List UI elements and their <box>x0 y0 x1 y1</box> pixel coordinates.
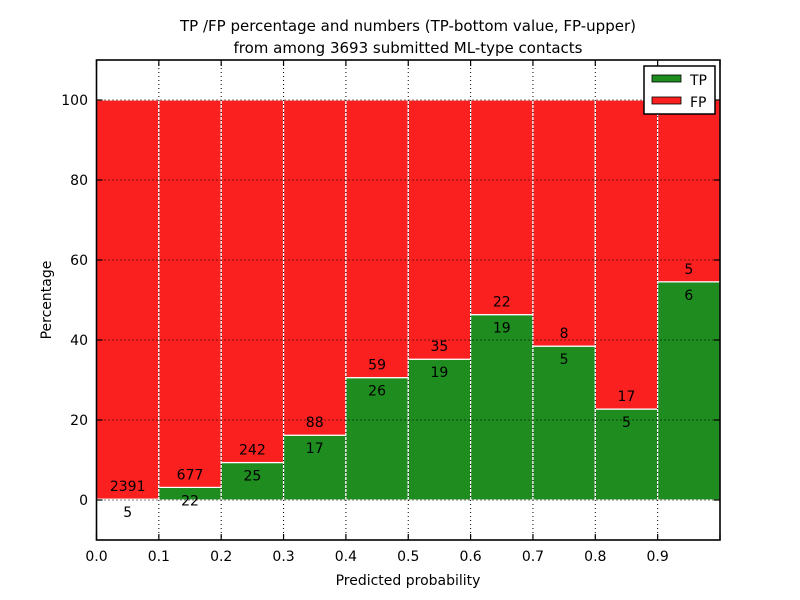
fp-count-label: 677 <box>177 467 204 483</box>
y-tick-label: 80 <box>70 173 88 189</box>
y-tick-label: 60 <box>70 253 88 269</box>
x-tick-label: 0.2 <box>210 549 232 565</box>
x-tick-label: 0.3 <box>272 549 294 565</box>
fp-count-label: 5 <box>684 262 693 278</box>
tp-count-label: 6 <box>684 288 693 304</box>
x-tick-label: 0.1 <box>148 549 170 565</box>
legend-swatch-fp <box>651 96 682 105</box>
fp-bar <box>594 99 659 410</box>
chart-title-line1: TP /FP percentage and numbers (TP-bottom… <box>179 17 636 35</box>
tp-count-label: 19 <box>493 321 511 337</box>
tp-count-label: 5 <box>560 352 569 368</box>
y-tick-label: 40 <box>70 333 88 349</box>
tp-bar <box>470 314 534 501</box>
fp-count-label: 35 <box>431 339 449 355</box>
tp-count-label: 17 <box>306 441 324 457</box>
tp-bar <box>407 358 472 501</box>
fp-count-label: 22 <box>493 295 511 311</box>
fp-bar <box>345 99 409 379</box>
fp-bar <box>282 99 347 436</box>
legend-swatch-tp <box>651 74 682 83</box>
tp-count-label: 22 <box>181 493 199 509</box>
y-axis-label: Percentage <box>39 261 55 340</box>
fp-bar <box>470 99 534 316</box>
legend-label-fp: FP <box>690 95 707 111</box>
fp-count-label: 17 <box>618 389 636 405</box>
x-tick-label: 0.6 <box>459 549 481 565</box>
tp-count-label: 26 <box>368 384 386 400</box>
x-axis-label: Predicted probability <box>336 573 481 589</box>
y-tick-label: 20 <box>70 413 88 429</box>
tp-count-label: 5 <box>622 415 631 431</box>
tp-count-label: 19 <box>431 365 449 381</box>
tp-bar <box>657 281 721 501</box>
fp-bar <box>532 99 596 347</box>
x-tick-label: 0.7 <box>522 549 544 565</box>
x-tick-label: 0.4 <box>335 549 357 565</box>
tp-count-label: 5 <box>123 505 132 521</box>
legend: TP FP <box>643 65 716 115</box>
fp-count-label: 88 <box>306 415 324 431</box>
x-tick-label: 0.9 <box>647 549 669 565</box>
chart-title-line2: from among 3693 submitted ML-type contac… <box>234 39 583 57</box>
x-tick-label: 0.8 <box>584 549 606 565</box>
legend-box <box>643 65 716 115</box>
x-tick-label: 0.0 <box>85 549 107 565</box>
fp-bar <box>95 99 160 500</box>
fp-count-label: 242 <box>239 443 266 459</box>
tp-bar <box>220 461 285 501</box>
fp-bar <box>158 99 222 488</box>
fp-bar <box>220 99 285 464</box>
fp-bar <box>657 99 721 283</box>
tp-bar <box>594 408 659 501</box>
y-tick-label: 100 <box>61 93 88 109</box>
y-tick-label: 0 <box>79 493 88 509</box>
tp-bar <box>532 345 596 501</box>
tp-count-label: 25 <box>243 469 261 485</box>
fp-count-label: 59 <box>368 358 386 374</box>
x-tick-label: 0.5 <box>397 549 419 565</box>
fp-count-label: 8 <box>560 326 569 342</box>
fp-bar <box>407 99 472 360</box>
legend-label-tp: TP <box>689 73 707 89</box>
fp-count-label: 2391 <box>110 479 146 495</box>
